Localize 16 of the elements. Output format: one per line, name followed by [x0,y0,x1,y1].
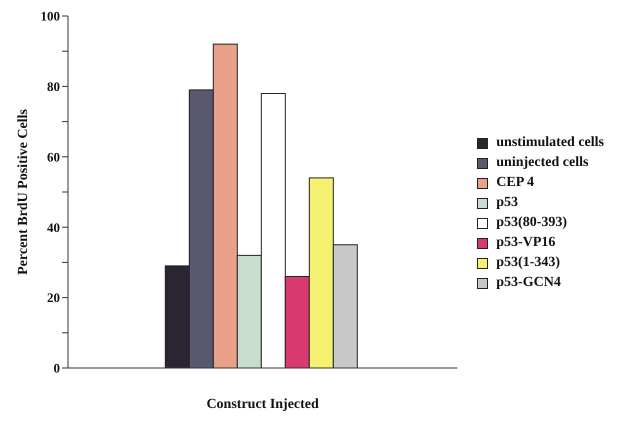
legend-label: p53(80-393) [496,214,568,232]
y-tick-label: 100 [40,8,60,24]
y-tick-label: 80 [47,79,60,94]
legend-label: p53(1-343) [496,254,560,272]
legend-label: p53 [496,194,518,212]
legend-label: p53-GCN4 [496,274,561,292]
legend-label: CEP 4 [496,174,534,192]
y-tick-label: 40 [47,220,60,235]
y-tick-label: 60 [47,149,60,164]
y-tick-label: 20 [47,290,60,306]
legend-label: uninjected cells [496,154,588,172]
legend-label: unstimulated cells [496,134,604,152]
y-tick-label: 0 [54,360,60,376]
y-axis-title: Percent BrdU Positive Cells [16,108,31,275]
x-axis-title: Construct Injected [206,397,320,412]
legend-label: p53-VP16 [496,234,556,252]
